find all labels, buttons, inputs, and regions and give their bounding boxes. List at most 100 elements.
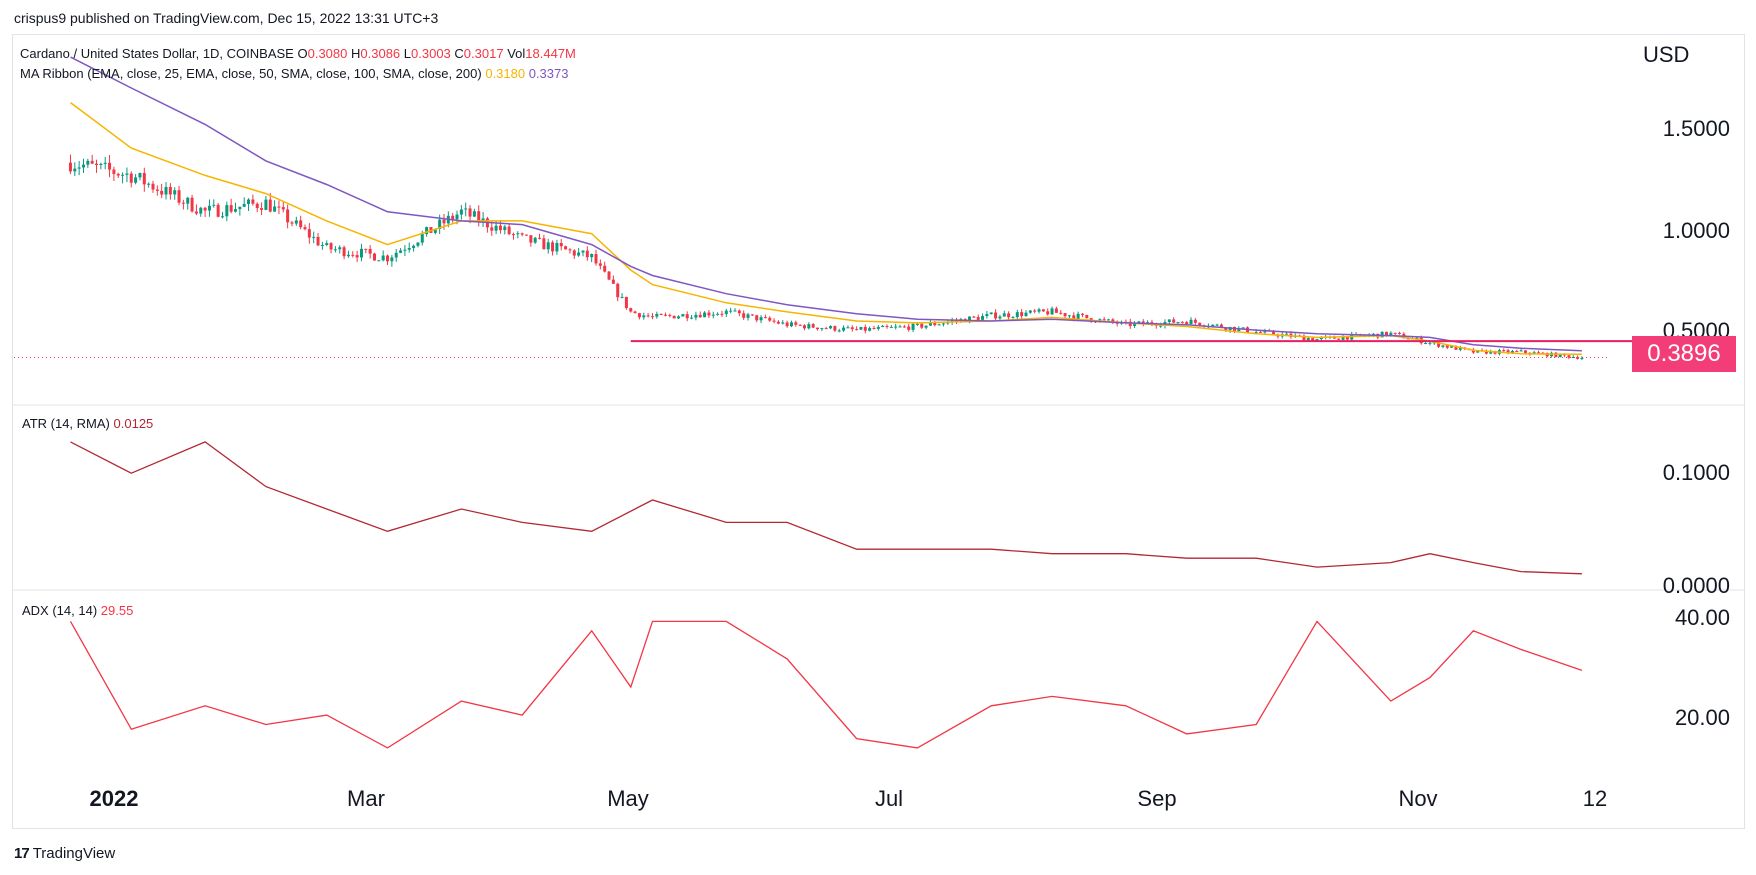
candle-body: [872, 328, 876, 330]
candle-body: [1484, 350, 1488, 354]
atr-axis-tick: 0.0000: [1662, 573, 1730, 598]
candle-body: [677, 316, 681, 319]
candle-body: [1059, 312, 1063, 314]
candle-body: [1406, 338, 1410, 340]
candle-body: [981, 316, 985, 320]
candle-body: [99, 163, 103, 165]
candle-body: [459, 209, 463, 215]
candle-body: [294, 220, 298, 224]
candle-body: [577, 252, 581, 256]
candle-body: [181, 202, 185, 204]
candle-body: [746, 314, 750, 318]
candle-body: [1185, 322, 1189, 325]
candle-body: [855, 329, 859, 331]
candle-body: [86, 160, 90, 165]
price-legend: Cardano / United States Dollar, 1D, COIN…: [20, 46, 576, 61]
candle-body: [1076, 313, 1080, 319]
candle-body: [1393, 332, 1397, 334]
adx-title: ADX (14, 14): [22, 603, 98, 618]
candle-body: [533, 237, 537, 243]
candle-body: [1259, 331, 1263, 333]
candle-body: [164, 186, 168, 195]
adx-legend: ADX (14, 14) 29.55: [22, 603, 133, 618]
candle-body: [416, 242, 420, 246]
candle-body: [603, 265, 607, 272]
candle-body: [1576, 357, 1580, 359]
candle-body: [1167, 319, 1171, 323]
candle-body: [390, 257, 394, 262]
candle-body: [837, 330, 841, 332]
candle-body: [937, 324, 941, 326]
candle-body: [559, 243, 563, 247]
candle-body: [1380, 331, 1384, 338]
candle-body: [442, 219, 446, 224]
candle-body: [1389, 332, 1393, 336]
candle-body: [403, 249, 407, 251]
candle-body: [1510, 351, 1514, 353]
tradingview-brand[interactable]: 17 TradingView: [14, 845, 115, 862]
candle-body: [816, 327, 820, 330]
candle-body: [902, 326, 906, 328]
candle-body: [538, 237, 542, 239]
candle-body: [759, 317, 763, 321]
candle-body: [116, 173, 120, 176]
atr-title: ATR (14, RMA): [22, 416, 110, 431]
candle-body: [511, 234, 515, 236]
candle-body: [798, 324, 802, 326]
candle-body: [121, 174, 125, 176]
candle-body: [255, 203, 259, 209]
candle-body: [316, 236, 320, 246]
x-axis-tick-jul: Jul: [874, 786, 904, 811]
candle-body: [985, 314, 989, 317]
candle-body: [1302, 335, 1306, 341]
candle-body: [1523, 350, 1527, 353]
candle-body: [989, 312, 993, 315]
candle-body: [520, 233, 524, 235]
candle-body: [472, 211, 476, 217]
currency-label: USD: [1643, 42, 1690, 67]
candle-body: [611, 279, 615, 284]
candle-body: [451, 215, 455, 220]
candle-body: [507, 226, 511, 235]
candle-body: [811, 324, 815, 328]
candle-body: [216, 204, 220, 217]
candle-body: [1371, 333, 1375, 335]
candle-body: [1024, 312, 1028, 317]
candle-body: [933, 322, 937, 326]
candle-body: [234, 209, 238, 212]
candle-body: [968, 316, 972, 323]
candle-body: [976, 317, 980, 320]
candle-body: [1554, 352, 1558, 357]
candle-body: [1028, 310, 1032, 313]
candle-body: [199, 207, 203, 214]
candle-body: [247, 199, 251, 204]
candle-body: [320, 245, 324, 247]
candle-body: [542, 238, 546, 250]
candle-body: [1519, 350, 1523, 352]
candle-body: [68, 162, 72, 172]
x-axis-tick-sep: Sep: [1137, 786, 1177, 811]
ma-ribbon-value-2: 0.3373: [528, 66, 569, 81]
candle-body: [351, 254, 355, 256]
candle-body: [1285, 333, 1289, 335]
candle-body: [1532, 352, 1536, 354]
candle-body: [1580, 357, 1584, 359]
candle-body: [1567, 355, 1571, 358]
candle-body: [425, 227, 429, 235]
candle-body: [655, 314, 659, 317]
price-legend-title: Cardano / United States Dollar, 1D, COIN…: [20, 46, 294, 61]
candle-body: [338, 247, 342, 250]
candle-body: [1176, 322, 1180, 324]
candle-body: [529, 235, 533, 243]
candle-body: [325, 243, 329, 246]
candle-body: [268, 199, 272, 212]
candle-body: [846, 327, 850, 329]
open-value: 0.3080: [307, 46, 348, 61]
ma-ribbon-title: MA Ribbon (EMA, close, 25, EMA, close, 5…: [20, 66, 482, 81]
candle-body: [711, 314, 715, 316]
candle-body: [598, 263, 602, 266]
candle-body: [1007, 313, 1011, 318]
candle-body: [1002, 313, 1006, 317]
sma-ribbon-line: [70, 56, 1582, 352]
